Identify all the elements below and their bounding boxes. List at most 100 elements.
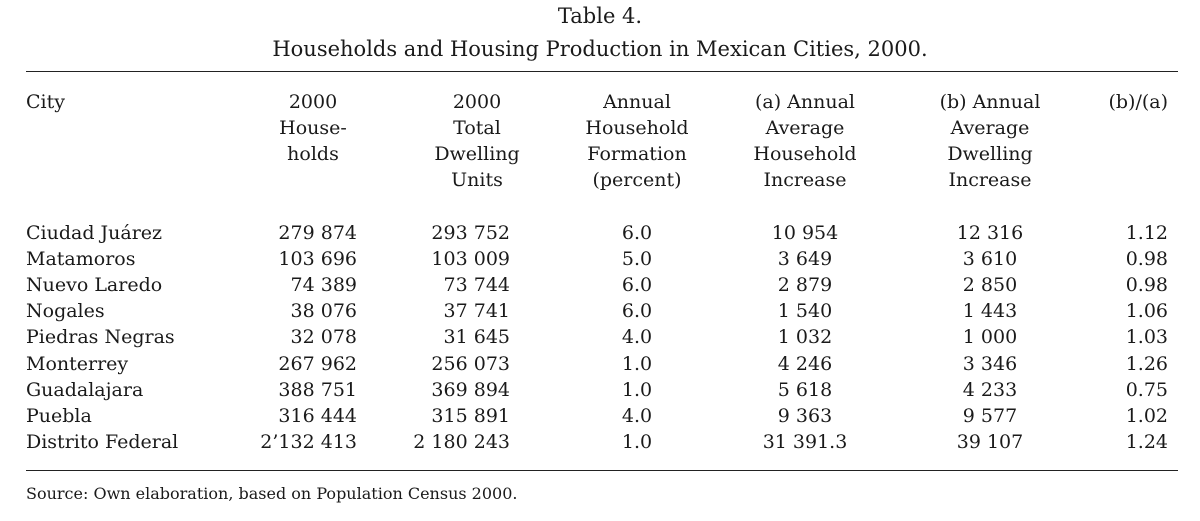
cell-dwellings: 293 752: [431, 222, 510, 244]
column-header-line: Household: [585, 117, 689, 139]
column-header-line: (b) Annual: [939, 91, 1041, 113]
column-header-line: Increase: [763, 169, 847, 191]
column-header-line: (percent): [592, 169, 682, 191]
column-header-line: (a) Annual: [754, 91, 856, 113]
cell-city: Nuevo Laredo: [26, 274, 163, 297]
cell-dwellings: 315 891: [431, 404, 510, 427]
cell-city: Monterrey: [26, 352, 129, 375]
column-header-line: Dwelling: [947, 143, 1033, 165]
column-header-formation: Annual Household Formation (percent): [547, 89, 727, 193]
cell-formation: 4.0: [621, 326, 653, 349]
table-row: Nuevo Laredo 74 389 73 744 6.0 2 879 2 850 0.9…: [0, 272, 1200, 298]
table-row: Distrito Federal 2’132 413 2 180 243 1.0 31 …: [0, 429, 1200, 455]
column-header-line: Household: [753, 143, 857, 165]
table-number: Table 4.: [557, 4, 643, 28]
cell-dw-increase: 3 346: [962, 352, 1018, 375]
cell-dwellings: 369 894: [431, 378, 510, 401]
cell-formation: 1.0: [621, 352, 653, 375]
cell-households: 74 389: [290, 274, 357, 297]
cell-city: Guadalajara: [26, 378, 144, 401]
cell-households: 103 696: [278, 248, 357, 271]
column-header-line: Increase: [948, 169, 1032, 191]
cell-dw-increase: 12 316: [956, 222, 1024, 244]
cell-hh-increase: 5 618: [777, 378, 833, 401]
cell-households: 267 962: [278, 352, 357, 375]
column-header-city: City: [26, 89, 65, 115]
cell-hh-increase: 9 363: [777, 404, 833, 427]
table-row: Matamoros 103 696 103 009 5.0 3 649 3 610 0.98: [0, 246, 1200, 272]
cell-city: Ciudad Juárez: [26, 222, 163, 244]
cell-ratio: 0.75: [1125, 378, 1168, 401]
cell-city: Matamoros: [26, 248, 136, 271]
cell-city: Distrito Federal: [26, 430, 179, 453]
cell-ratio: 1.03: [1125, 326, 1168, 349]
source-note: Source: Own elaboration, based on Popula…: [26, 484, 518, 503]
cell-formation: 6.0: [621, 222, 653, 244]
column-header-line: House-: [279, 117, 347, 139]
column-header-dwellings: 2000 Total Dwelling Units: [387, 89, 567, 193]
cell-households: 2’132 413: [260, 430, 357, 453]
column-header-line: Total: [453, 117, 501, 139]
cell-ratio: 1.26: [1125, 352, 1168, 375]
cell-formation: 6.0: [621, 274, 653, 297]
column-header-line: City: [26, 91, 65, 113]
table-row: Puebla 316 444 315 891 4.0 9 363 9 577 1.02: [0, 403, 1200, 429]
column-header-line: holds: [287, 143, 339, 165]
cell-hh-increase: 10 954: [771, 222, 839, 244]
cell-dwellings: 256 073: [431, 352, 510, 375]
cell-dwellings: 37 741: [443, 300, 510, 323]
table-row: Ciudad Juárez 279 874 293 752 6.0 10 954 12 3…: [0, 220, 1200, 246]
cell-hh-increase: 2 879: [777, 274, 833, 297]
cell-dwellings: 31 645: [443, 326, 510, 349]
cell-ratio: 1.24: [1125, 430, 1168, 453]
cell-dwellings: 73 744: [443, 274, 510, 297]
column-header-line: (b)/(a): [1108, 91, 1168, 113]
column-header-line: Average: [765, 117, 845, 139]
column-header-line: 2000: [288, 91, 338, 113]
cell-households: 316 444: [278, 404, 357, 427]
cell-formation: 6.0: [621, 300, 653, 323]
cell-formation: 4.0: [621, 404, 653, 427]
cell-dw-increase: 3 610: [962, 248, 1018, 271]
cell-households: 388 751: [278, 378, 357, 401]
cell-dw-increase: 2 850: [962, 274, 1018, 297]
table-row: Monterrey 267 962 256 073 1.0 4 246 3 346 1.26: [0, 351, 1200, 377]
cell-ratio: 1.02: [1125, 404, 1168, 427]
table-title: Households and Housing Production in Mex…: [272, 37, 928, 61]
column-header-dw-increase: (b) Annual Average Dwelling Increase: [900, 89, 1080, 193]
cell-city: Nogales: [26, 300, 105, 323]
cell-dw-increase: 1 000: [962, 326, 1018, 349]
cell-households: 38 076: [290, 300, 357, 323]
cell-ratio: 0.98: [1125, 248, 1168, 271]
column-header-hh-increase: (a) Annual Average Household Increase: [715, 89, 895, 193]
cell-hh-increase: 4 246: [777, 352, 833, 375]
cell-ratio: 0.98: [1125, 274, 1168, 297]
cell-formation: 5.0: [621, 248, 653, 271]
cell-dw-increase: 1 443: [962, 300, 1018, 323]
column-header-ratio: (b)/(a): [988, 89, 1168, 115]
table-row: Nogales 38 076 37 741 6.0 1 540 1 443 1.06: [0, 298, 1200, 324]
cell-households: 32 078: [290, 326, 357, 349]
column-header-line: Average: [950, 117, 1030, 139]
column-header-households: 2000 House-holds: [223, 89, 403, 167]
bottom-rule: [26, 470, 1178, 471]
cell-hh-increase: 31 391.3: [762, 430, 848, 453]
cell-formation: 1.0: [621, 378, 653, 401]
cell-ratio: 1.06: [1125, 300, 1168, 323]
top-rule: [26, 71, 1178, 72]
column-header-line: Formation: [587, 143, 687, 165]
column-header-line: Annual: [603, 91, 671, 113]
table-row: Guadalajara 388 751 369 894 1.0 5 618 4 233 0.…: [0, 377, 1200, 403]
column-header-line: Dwelling: [434, 143, 520, 165]
cell-dw-increase: 4 233: [962, 378, 1018, 401]
cell-dwellings: 103 009: [431, 248, 510, 271]
cell-dw-increase: 39 107: [956, 430, 1024, 453]
column-header-line: Units: [451, 169, 503, 191]
cell-hh-increase: 3 649: [777, 248, 833, 271]
cell-city: Piedras Negras: [26, 326, 175, 349]
cell-city: Puebla: [26, 404, 92, 427]
cell-formation: 1.0: [621, 430, 653, 453]
cell-dwellings: 2 180 243: [413, 430, 510, 453]
table-row: Piedras Negras 32 078 31 645 4.0 1 032 1 000 1…: [0, 324, 1200, 350]
